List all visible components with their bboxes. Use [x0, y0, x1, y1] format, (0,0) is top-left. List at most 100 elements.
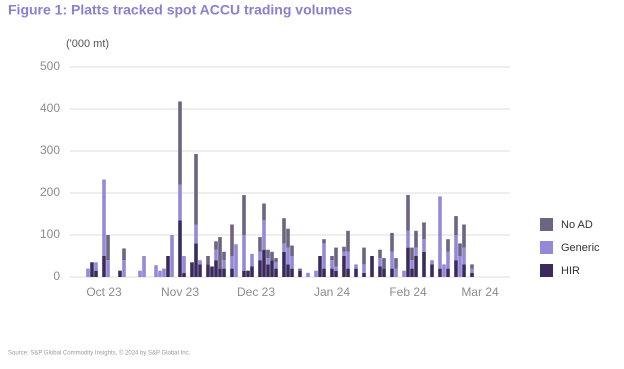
bar-segment [382, 268, 386, 277]
bar-segment [330, 256, 334, 261]
bar-segment [282, 243, 286, 252]
bar-segment [102, 256, 106, 277]
bar-segment [394, 268, 398, 277]
bar-segment [422, 251, 426, 277]
bar-segment [334, 266, 338, 271]
bar-segment [346, 251, 350, 269]
bar-segment [346, 230, 350, 252]
bar-segment [230, 256, 234, 269]
bar-segment [242, 270, 246, 277]
bar-segment [354, 264, 358, 269]
bar-segment [242, 235, 246, 271]
bar-segment [194, 224, 198, 244]
bar-segment [286, 228, 290, 248]
y-tick-label: 400 [40, 101, 60, 115]
bar-segment [210, 266, 214, 277]
legend-label: Generic [561, 242, 600, 254]
bar-segment [458, 243, 462, 256]
x-tick-label: Oct 23 [86, 285, 122, 299]
legend-swatch [540, 218, 553, 231]
bar-segment [258, 237, 262, 252]
legend-swatch [540, 241, 553, 254]
bar-segment [218, 237, 222, 269]
bar-segment [422, 239, 426, 252]
legend-swatch [540, 264, 553, 277]
bar-segment [214, 260, 218, 277]
bar-segment [266, 249, 270, 259]
bar-segment [370, 256, 374, 277]
bar-segment [454, 216, 458, 235]
bar-segment [414, 256, 418, 277]
bar-segment [446, 268, 450, 277]
bar-segment [230, 224, 234, 256]
bar-segment [322, 239, 326, 244]
bar-segment [290, 256, 294, 269]
bar-segment [250, 266, 254, 277]
bar-segment [222, 268, 226, 277]
chart-title: Figure 1: Platts tracked spot ACCU tradi… [8, 2, 352, 18]
bar-segment [206, 264, 210, 277]
bar-segment [286, 264, 290, 277]
bar-segment [266, 258, 270, 265]
bar-segment [182, 272, 186, 277]
bar-segment [158, 270, 162, 277]
bar-segment [182, 256, 186, 273]
bar-segment [410, 247, 414, 261]
bar-segment [274, 258, 278, 263]
bar-segment [162, 268, 166, 277]
bar-segment [410, 268, 414, 277]
bar-segment [282, 218, 286, 244]
bar-segment [462, 264, 466, 277]
bar-segment [90, 262, 94, 277]
bar-segment [198, 260, 202, 265]
legend-label: No AD [561, 219, 593, 231]
bar-segment [430, 260, 434, 265]
bar-segment [470, 268, 474, 273]
y-tick-label: 100 [40, 227, 60, 241]
y-tick-label: 0 [53, 269, 60, 283]
bar-segment [230, 268, 234, 277]
bar-segment [378, 249, 382, 259]
bar-segment [442, 264, 446, 277]
bar-segment [206, 256, 210, 265]
bar-segment [222, 260, 226, 269]
bar-segment [362, 264, 366, 273]
bar-segment [314, 270, 318, 277]
bar-segment [406, 195, 410, 231]
bar-segment [270, 260, 274, 277]
x-tick-label: Jan 24 [314, 285, 350, 299]
bar-segment [178, 220, 182, 277]
bar-segment [242, 195, 246, 235]
bar-segment [106, 235, 110, 261]
bar-segment [142, 256, 146, 277]
bar-segment [378, 266, 382, 277]
y-tick-label: 500 [40, 59, 60, 73]
bar-segment [282, 251, 286, 277]
bar-segment [322, 243, 326, 269]
bar-segment [462, 247, 466, 265]
bar-segment [298, 268, 302, 271]
bar-segment [122, 260, 126, 277]
bar-segment [402, 270, 406, 277]
bar-segment [414, 230, 418, 248]
bar-segment [334, 270, 338, 277]
bar-segment [194, 153, 198, 225]
bar-segment [438, 268, 442, 277]
bar-segment [342, 251, 346, 256]
bar-segment [462, 224, 466, 248]
bar-segment [446, 251, 450, 269]
bar-segment [262, 203, 266, 221]
bar-segment [138, 270, 142, 277]
bar-segment [274, 262, 278, 269]
bar-segment [250, 253, 254, 267]
bar-segment [438, 196, 442, 269]
x-tick-label: Dec 23 [237, 285, 275, 299]
bar-segment [430, 264, 434, 277]
y-tick-label: 200 [40, 185, 60, 199]
bar-segment [258, 260, 262, 277]
bar-segment [382, 258, 386, 269]
bar-segment [342, 246, 346, 252]
bar-segment [318, 256, 322, 277]
bar-segment [362, 272, 366, 277]
bar-segment [422, 222, 426, 240]
